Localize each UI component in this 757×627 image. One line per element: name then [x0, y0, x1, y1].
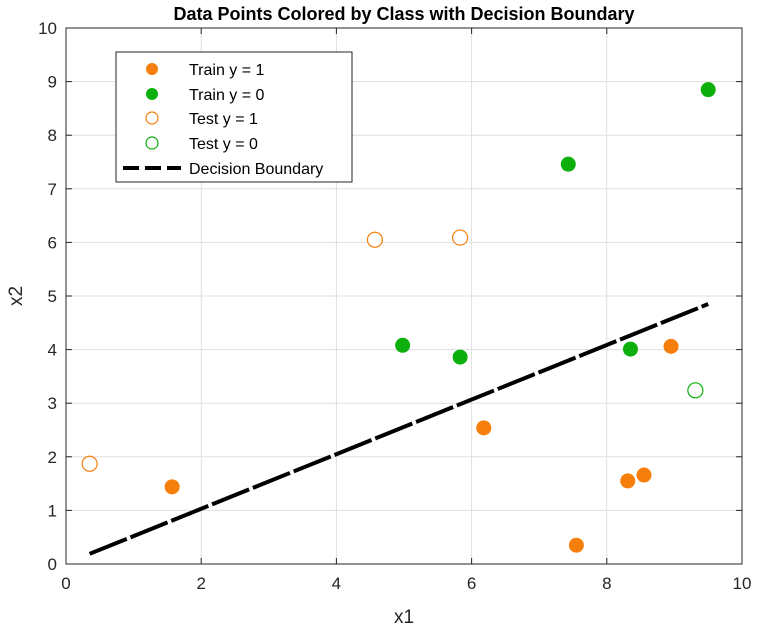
y-tick-label: 9 — [48, 73, 57, 92]
y-tick-label: 6 — [48, 233, 57, 252]
y-tick-label: 7 — [48, 180, 57, 199]
y-tick-label: 0 — [48, 555, 57, 574]
x-tick-label: 2 — [196, 574, 205, 593]
point-test-y-1 — [81, 455, 98, 472]
decision-boundary-line — [88, 302, 709, 556]
x-tick-label: 4 — [332, 574, 341, 593]
boundary-layer — [88, 302, 709, 556]
point-train-y-0 — [560, 156, 576, 172]
y-tick-label: 2 — [48, 448, 57, 467]
legend-marker-train-y-1 — [146, 63, 158, 75]
point-train-y-1 — [164, 479, 180, 495]
x-tick-label: 6 — [467, 574, 476, 593]
y-axis-label: x2 — [6, 286, 27, 306]
legend-label-test-y-0: Test y = 0 — [189, 136, 258, 153]
point-train-y-0 — [395, 337, 411, 353]
y-tick-label: 5 — [48, 287, 57, 306]
legend-label-train-y-0: Train y = 0 — [189, 87, 265, 104]
point-test-y-1 — [452, 229, 469, 246]
point-train-y-1 — [663, 338, 679, 354]
legend-marker-test-y-0 — [145, 136, 159, 150]
legend-label-decision-boundary: Decision Boundary — [189, 161, 323, 178]
x-tick-label: 10 — [733, 574, 752, 593]
y-tick-label: 4 — [48, 341, 57, 360]
point-train-y-0 — [622, 341, 638, 357]
legend-marker-test-y-1 — [145, 111, 159, 125]
x-tick-label: 0 — [61, 574, 70, 593]
point-train-y-1 — [568, 537, 584, 553]
legend: Train y = 1 Train y = 0 Test y = 1 Test y =… — [115, 51, 353, 183]
point-train-y-1 — [476, 420, 492, 436]
chart-title: Data Points Colored by Class with Decisi… — [173, 4, 634, 24]
legend-label-train-y-1: Train y = 1 — [189, 62, 265, 79]
y-tick-label: 10 — [38, 19, 57, 38]
y-tick-label: 3 — [48, 394, 57, 413]
point-train-y-1 — [620, 473, 636, 489]
x-tick-label: 8 — [602, 574, 611, 593]
y-tick-label: 8 — [48, 126, 57, 145]
point-train-y-0 — [700, 82, 716, 98]
point-train-y-1 — [636, 467, 652, 483]
point-test-y-0 — [687, 382, 704, 399]
points-layer — [81, 82, 716, 553]
y-tick-label: 1 — [48, 501, 57, 520]
ticks: 0 2 4 6 8 10 0 1 2 3 4 5 6 7 8 9 10 — [38, 19, 751, 593]
point-train-y-0 — [452, 349, 468, 365]
legend-marker-train-y-0 — [146, 88, 158, 100]
legend-label-test-y-1: Test y = 1 — [189, 111, 258, 128]
x-axis-label: x1 — [394, 607, 414, 627]
point-test-y-1 — [366, 231, 384, 248]
